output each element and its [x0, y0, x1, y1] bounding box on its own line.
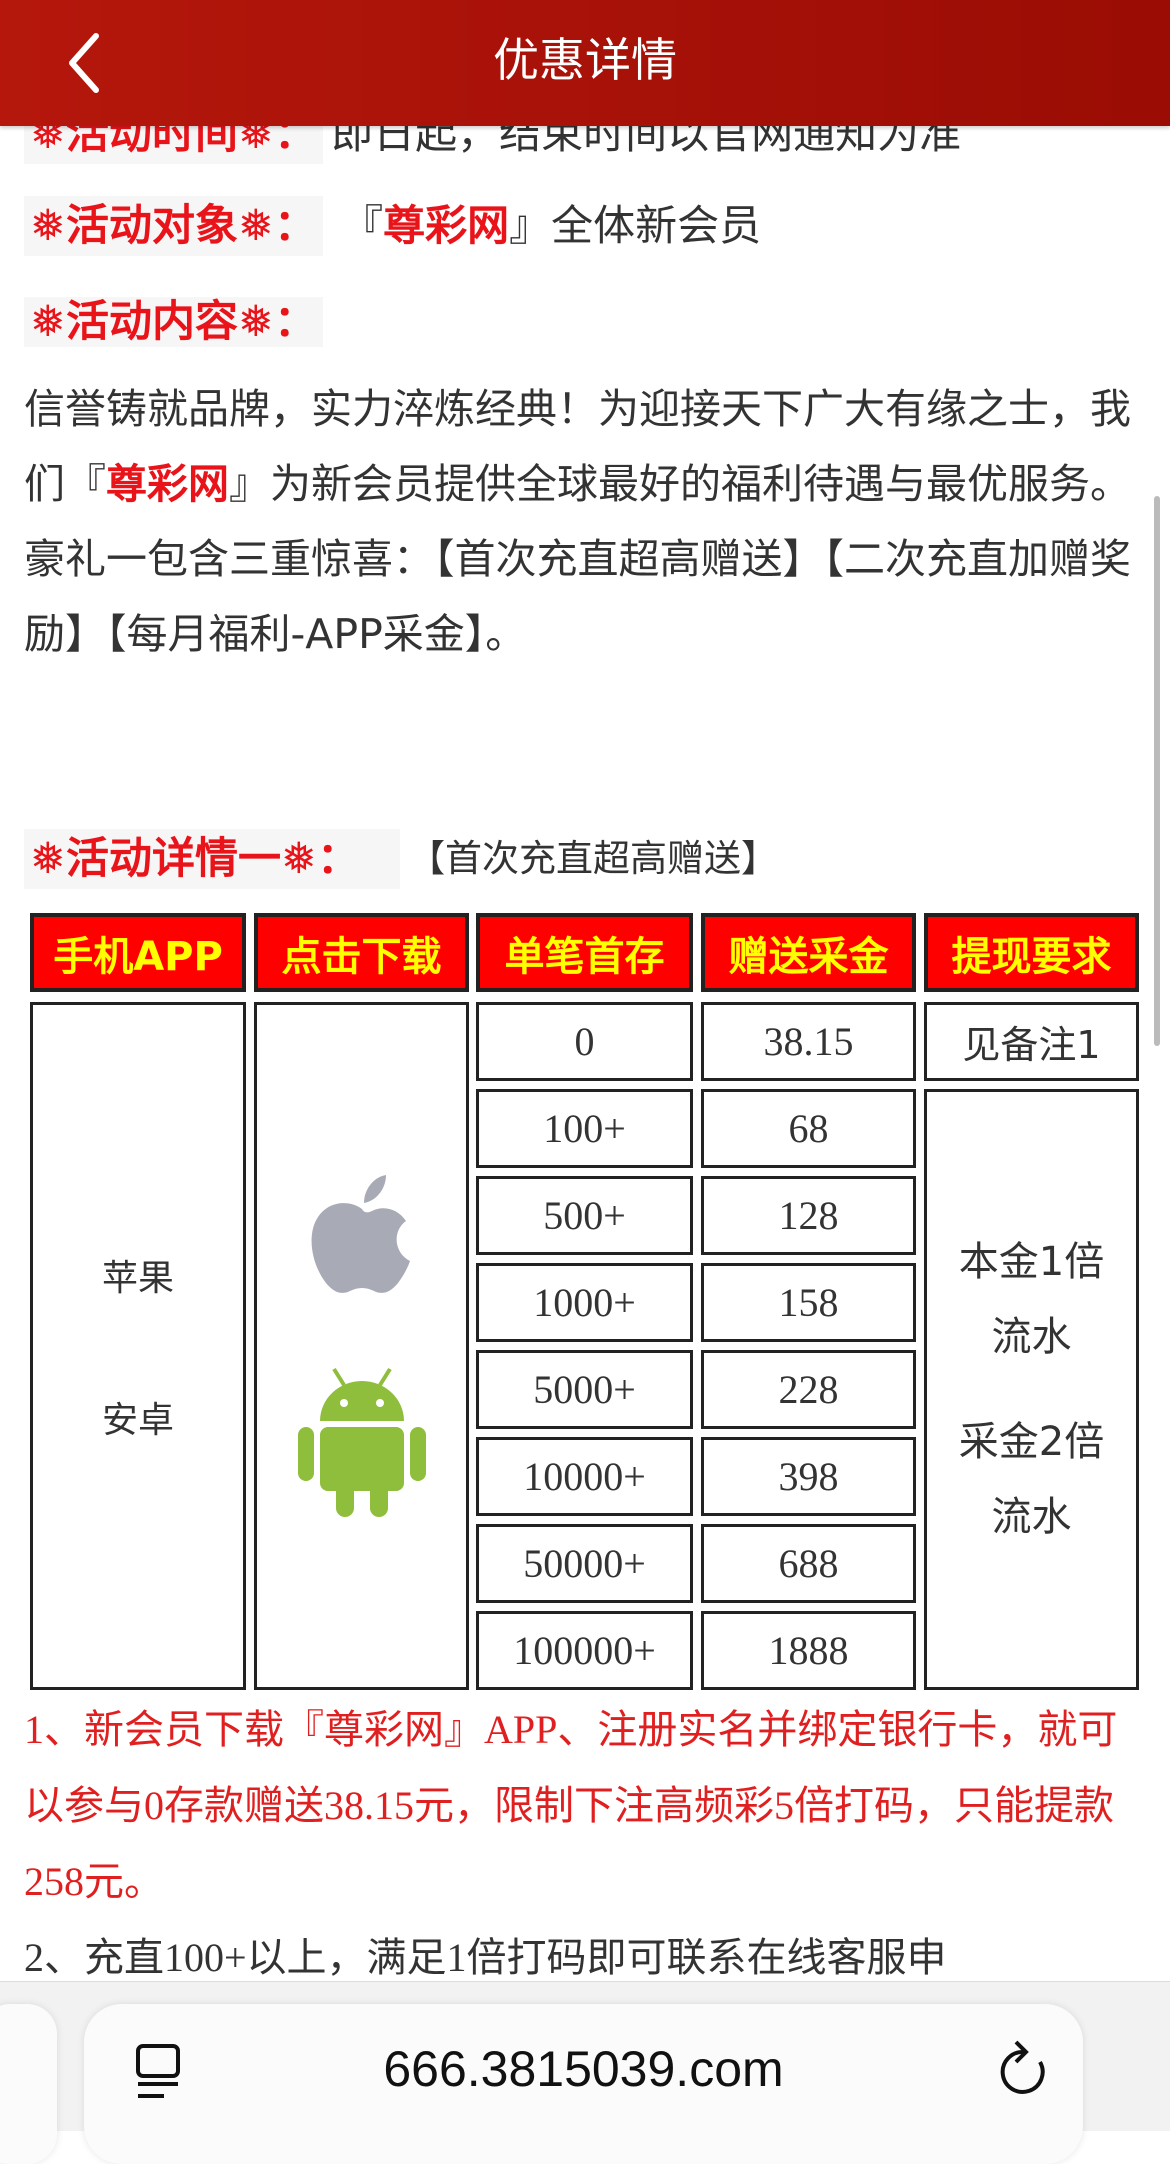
detail-one-row: ❅活动详情一❅： 【首次充直超高赠送】	[24, 829, 778, 889]
target-text: 』全体新会员	[509, 201, 762, 250]
activity-target-value: 『尊彩网』全体新会员	[341, 196, 761, 256]
deposit-cell: 100000+	[476, 1611, 693, 1690]
table-header-cell: 手机APP	[30, 913, 246, 992]
activity-content-label: ❅活动内容❅：	[24, 297, 324, 347]
bracket: 『	[341, 201, 384, 250]
deposit-cell: 500+	[476, 1176, 693, 1255]
platform-cell: 苹果 安卓	[30, 1002, 246, 1690]
header-bar: 优惠详情	[0, 0, 1170, 126]
reload-icon[interactable]	[994, 2040, 1050, 2104]
apple-icon[interactable]	[292, 1171, 432, 1301]
bonus-cell: 68	[701, 1089, 916, 1168]
bonus-cell: 38.15	[701, 1002, 916, 1081]
table-header-cell: 赠送采金	[701, 913, 916, 992]
bonus-cell: 158	[701, 1263, 916, 1342]
requirement-text: 本金1倍流水	[958, 1238, 1105, 1360]
bonus-cell: 128	[701, 1176, 916, 1255]
deposit-cell: 5000+	[476, 1350, 693, 1429]
requirement-cell: 本金1倍流水 采金2倍流水	[924, 1089, 1139, 1690]
back-button[interactable]	[64, 30, 124, 96]
requirement-cell: 见备注1	[924, 1002, 1139, 1081]
content-text-2: 』为新会员提供全球最好的福利待遇与最优服务。豪礼一包含三重惊喜：【首次充直超高赠…	[24, 460, 1131, 658]
android-icon[interactable]	[292, 1361, 432, 1521]
deposit-cell: 50000+	[476, 1524, 693, 1603]
page-title: 优惠详情	[493, 33, 677, 87]
deposit-cell: 100+	[476, 1089, 693, 1168]
brand-name: 尊彩网	[106, 460, 229, 508]
activity-target-row: ❅活动对象❅： 『尊彩网』全体新会员	[24, 196, 761, 256]
note-2: 2、充直100+以上，满足1倍打码即可联系在线客服申	[24, 1935, 947, 1980]
table-header-cell: 单笔首存	[476, 913, 693, 992]
platform-label: 安卓	[101, 1400, 174, 1441]
bonus-cell: 1888	[701, 1611, 916, 1690]
content-text-1: 信誉铸就品牌，实力淬炼经典！为迎接天下广大有缘之士，我们『	[24, 385, 1131, 508]
table-header-cell: 提现要求	[924, 913, 1139, 992]
deposit-cell: 0	[476, 1002, 693, 1081]
bonus-cell: 398	[701, 1437, 916, 1516]
reader-menu-icon[interactable]	[134, 2044, 182, 2104]
scrollbar[interactable]	[1154, 496, 1160, 1046]
chevron-left-icon	[69, 33, 99, 93]
brand-name: 尊彩网	[383, 201, 510, 250]
content-paragraph: 信誉铸就品牌，实力淬炼经典！为迎接天下广大有缘之士，我们『尊彩网』为新会员提供全…	[24, 372, 1154, 672]
table-header-cell: 点击下载	[254, 913, 469, 992]
bonus-cell: 228	[701, 1350, 916, 1429]
note-1: 1、新会员下载『尊彩网』APP、注册实名并绑定银行卡，就可以参与0存款赠送38.…	[24, 1707, 1118, 1904]
platform-label: 苹果	[101, 1258, 174, 1299]
detail-one-label: ❅活动详情一❅：	[24, 829, 401, 889]
deposit-cell: 1000+	[476, 1263, 693, 1342]
previous-tab-pill[interactable]	[0, 2004, 57, 2164]
activity-target-label: ❅活动对象❅：	[24, 196, 324, 256]
deposit-cell: 10000+	[476, 1437, 693, 1516]
requirement-text: 采金2倍流水	[958, 1418, 1105, 1540]
detail-one-subtitle: 【首次充直超高赠送】	[408, 837, 779, 880]
url-text[interactable]: 666.3815039.com	[383, 2041, 784, 2097]
activity-content-row: ❅活动内容❅：	[24, 292, 324, 352]
bonus-cell: 688	[701, 1524, 916, 1603]
download-cell	[254, 1002, 469, 1690]
